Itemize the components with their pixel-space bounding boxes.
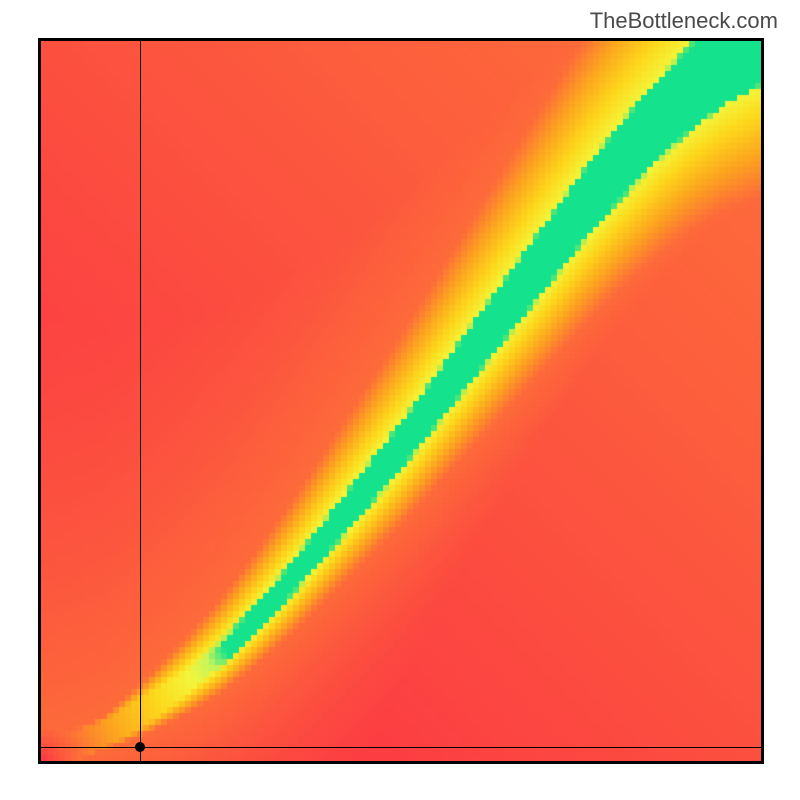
crosshair-marker <box>135 742 145 752</box>
crosshair-vertical <box>140 41 141 761</box>
heatmap-plot <box>38 38 764 764</box>
watermark-text: TheBottleneck.com <box>590 8 778 34</box>
heatmap-canvas <box>41 41 761 761</box>
crosshair-horizontal <box>41 747 761 748</box>
